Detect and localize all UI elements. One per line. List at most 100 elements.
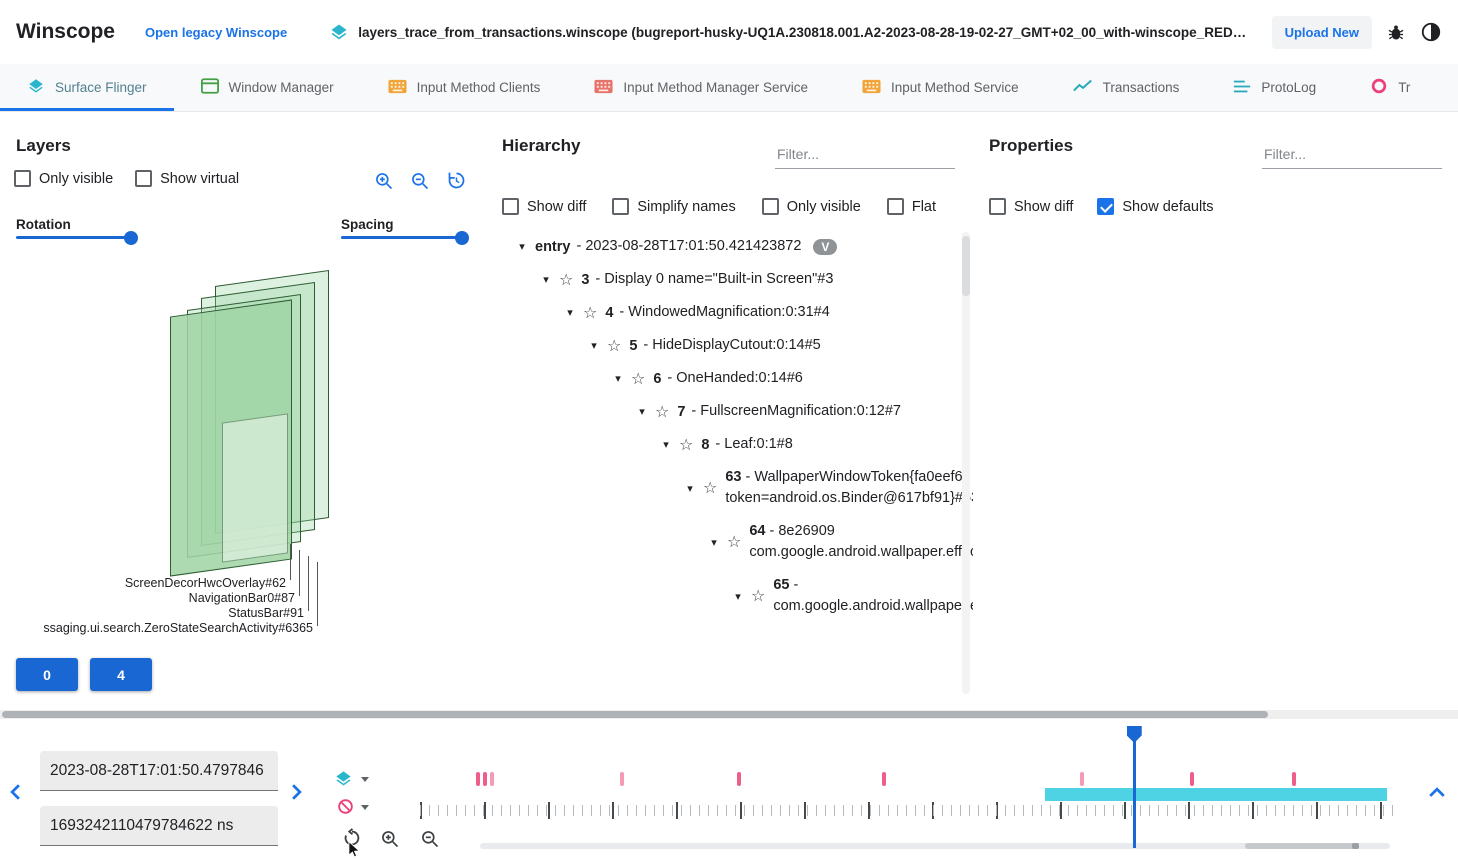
tree-node[interactable]: ▾ ☆ 64 - 8e26909 com.google.android.wall… — [707, 515, 1259, 569]
surface-flinger-trace-segment[interactable] — [1044, 788, 1388, 801]
chevron-down-icon[interactable] — [361, 777, 369, 782]
tab-transitions[interactable]: Tr — [1343, 64, 1437, 111]
next-entry-chevron-icon[interactable] — [289, 783, 304, 806]
layer-label-line — [308, 556, 309, 611]
upload-new-button[interactable]: Upload New — [1271, 15, 1372, 49]
chevron-down-icon[interactable]: ▾ — [735, 590, 741, 603]
reset-zoom-icon[interactable] — [341, 827, 363, 854]
zoom-in-icon[interactable] — [374, 170, 394, 191]
checkbox-show-diff[interactable]: Show diff — [502, 198, 586, 215]
mouse-pointer-icon — [347, 840, 361, 860]
checkbox-flat[interactable]: Flat — [886, 198, 936, 215]
timeline-cursor-handle[interactable] — [1126, 726, 1142, 743]
zoom-in-icon[interactable] — [380, 829, 400, 854]
layer-label[interactable]: ScreenDecorHwcOverlay#62 — [124, 576, 286, 590]
transaction-event-marker[interactable] — [1190, 772, 1195, 786]
checkbox-show-diff[interactable]: Show diff — [989, 198, 1073, 215]
star-icon[interactable]: ☆ — [655, 403, 670, 421]
report-bug-icon[interactable] — [1386, 22, 1406, 42]
transaction-event-marker[interactable] — [475, 772, 480, 786]
zoom-out-icon[interactable] — [420, 829, 440, 854]
chevron-down-icon[interactable]: ▾ — [519, 241, 525, 253]
scrollbar-thumb[interactable] — [2, 711, 1268, 718]
tab-protolog[interactable]: ProtoLog — [1206, 64, 1343, 111]
tree-node[interactable]: ▾ ☆ 65 - com.google.android.wallpaper.ef… — [731, 569, 1233, 623]
rotation-slider[interactable] — [16, 230, 138, 245]
tab-transactions[interactable]: Transactions — [1046, 64, 1207, 111]
layer-rect[interactable] — [222, 413, 288, 563]
star-icon[interactable]: ☆ — [679, 436, 694, 454]
transaction-event-marker[interactable] — [882, 772, 887, 786]
checkbox-show-defaults[interactable]: Show defaults — [1097, 198, 1213, 215]
tree-node[interactable]: ▾ ☆ 3 - Display 0 name="Built-in Screen"… — [539, 263, 954, 296]
tree-node-entry[interactable]: ▾ entry - 2023-08-28T17:01:50.421423872 … — [515, 230, 954, 263]
surface-flinger-track-icon[interactable] — [334, 769, 353, 793]
star-icon[interactable]: ☆ — [607, 337, 622, 355]
timestamp-ns-field[interactable]: 1693242110479784622 ns — [40, 806, 278, 846]
star-icon[interactable]: ☆ — [631, 370, 646, 388]
tree-node-id: 64 — [749, 523, 766, 540]
checkbox-show-virtual[interactable]: Show virtual — [135, 170, 239, 187]
chevron-down-icon[interactable]: ▾ — [591, 340, 597, 353]
previous-entry-chevron-icon[interactable] — [8, 783, 23, 806]
chevron-down-icon[interactable]: ▾ — [687, 482, 693, 495]
scrollbar-thumb[interactable] — [962, 236, 970, 296]
chevron-down-icon[interactable]: ▾ — [711, 536, 717, 549]
spacing-slider-thumb[interactable] — [455, 230, 469, 245]
star-icon[interactable]: ☆ — [583, 304, 598, 322]
star-icon[interactable]: ☆ — [727, 534, 742, 552]
chevron-down-icon[interactable]: ▾ — [567, 307, 573, 320]
hierarchy-filter-input[interactable] — [775, 140, 955, 169]
display-button-0[interactable]: 0 — [16, 658, 78, 691]
transaction-event-marker[interactable] — [490, 772, 495, 786]
checkbox-only-visible[interactable]: Only visible — [761, 198, 861, 215]
tree-node[interactable]: ▾ ☆ 4 - WindowedMagnification:0:31#4 — [563, 296, 954, 329]
chevron-down-icon[interactable]: ▾ — [615, 373, 621, 386]
chevron-down-icon[interactable]: ▾ — [663, 439, 669, 452]
scrollbar-thumb[interactable] — [1245, 843, 1357, 849]
chevron-down-icon[interactable]: ▾ — [639, 406, 645, 419]
dark-mode-toggle-icon[interactable] — [1420, 21, 1442, 43]
chevron-down-icon[interactable]: ▾ — [543, 274, 549, 287]
open-legacy-link[interactable]: Open legacy Winscope — [145, 24, 288, 40]
tree-node[interactable]: ▾ ☆ 8 - Leaf:0:1#8 — [659, 428, 954, 461]
rotation-slider-thumb[interactable] — [124, 230, 138, 245]
expand-timeline-chevron-icon[interactable] — [1428, 785, 1446, 805]
display-button-4[interactable]: 4 — [90, 658, 152, 691]
star-icon[interactable]: ☆ — [703, 480, 718, 498]
layers-icon — [27, 77, 45, 98]
tab-input-method-manager-service[interactable]: Input Method Manager Service — [567, 64, 835, 111]
tab-input-method-clients[interactable]: Input Method Clients — [361, 64, 568, 111]
timeline-zoom-scrollbar[interactable] — [480, 843, 1390, 849]
layer-label[interactable]: StatusBar#91 — [228, 606, 304, 620]
zoom-out-icon[interactable] — [410, 170, 430, 191]
tree-node[interactable]: ▾ ☆ 7 - FullscreenMagnification:0:12#7 — [635, 395, 954, 428]
tree-node[interactable]: ▾ ☆ 63 - WallpaperWindowToken{fa0eef6 to… — [683, 461, 979, 515]
properties-filter-input[interactable] — [1262, 140, 1442, 169]
transaction-event-marker[interactable] — [736, 772, 741, 786]
timestamp-human-field[interactable]: 2023-08-28T17:01:50.4797846 — [40, 751, 278, 791]
star-icon[interactable]: ☆ — [559, 271, 574, 289]
tab-surface-flinger[interactable]: Surface Flinger — [0, 64, 174, 111]
tree-node[interactable]: ▾ ☆ 6 - OneHanded:0:14#6 — [611, 362, 954, 395]
checkbox-only-visible[interactable]: Only visible — [14, 170, 113, 187]
layer-label[interactable]: ssaging.ui.search.ZeroStateSearchActivit… — [43, 621, 313, 635]
tree-node[interactable]: ▾ ☆ 5 - HideDisplayCutout:0:14#5 — [587, 329, 954, 362]
star-icon[interactable]: ☆ — [751, 588, 766, 606]
transaction-event-marker[interactable] — [619, 772, 624, 786]
page-horizontal-scrollbar[interactable] — [0, 710, 1458, 719]
spacing-slider[interactable] — [341, 230, 469, 245]
transactions-track-icon[interactable] — [336, 797, 355, 821]
timeline-cursor[interactable] — [1132, 727, 1136, 848]
timeline-canvas[interactable] — [420, 719, 1395, 860]
tab-window-manager[interactable]: Window Manager — [174, 64, 361, 111]
reset-view-icon[interactable] — [446, 170, 467, 191]
chevron-down-icon[interactable] — [361, 805, 369, 810]
transaction-event-marker[interactable] — [483, 772, 488, 786]
tab-input-method-service[interactable]: Input Method Service — [835, 64, 1046, 111]
checkbox-simplify-names[interactable]: Simplify names — [612, 198, 736, 215]
transaction-event-marker[interactable] — [1080, 772, 1085, 786]
hierarchy-scrollbar[interactable] — [962, 232, 970, 694]
layer-label[interactable]: NavigationBar0#87 — [188, 591, 295, 605]
transaction-event-marker[interactable] — [1291, 772, 1296, 786]
